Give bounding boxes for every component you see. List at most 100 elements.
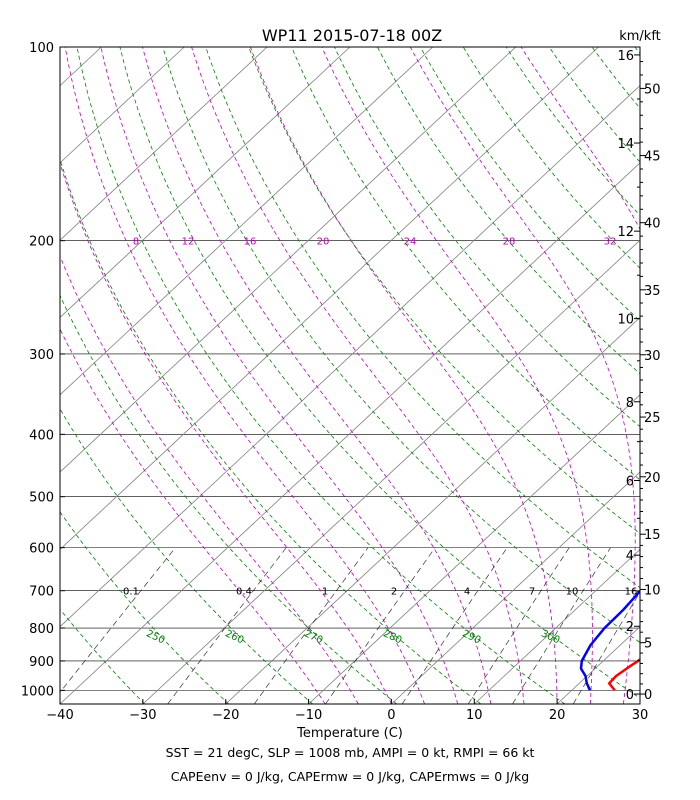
dry-adiabat-line [548,47,640,163]
pressure-tick-label: 300 [29,348,54,363]
dry-adiabat-line [60,608,145,704]
x-tick-label: −40 [46,708,73,723]
km-tick-label: 6 [626,474,634,489]
x-tick-label: 20 [549,708,566,723]
moist-adiabat-line [142,47,492,704]
mixing-ratio-label: 4 [464,587,470,598]
dry-adiabat-line [119,47,640,699]
pressure-tick-label: 600 [29,542,54,557]
x-axis-title: Temperature (C) [296,726,403,741]
moist-adiabat-line [191,47,525,704]
dry-adiabat-line [505,47,640,216]
moist-adiabat-label: 20 [317,237,330,248]
dry-adiabat-label: 300 [539,628,561,646]
moist-adiabat-line [100,47,459,704]
moist-adiabat-label: 12 [182,237,195,248]
moist-adiabat-label: 32 [604,237,617,248]
isotherm-line [142,239,640,704]
km-tick-label: 8 [626,396,634,411]
kft-tick-label: 25 [644,411,661,426]
isotherm-line [308,394,640,704]
x-tick-label: −30 [129,708,156,723]
isotherm-line [60,85,640,628]
dry-adiabat-line [60,294,397,704]
x-tick-label: −10 [295,708,322,723]
kft-tick-label: 20 [644,471,661,486]
right-axis-label: km/kft [619,29,661,44]
kft-tick-label: 10 [644,583,661,598]
kft-tick-label: 50 [644,82,661,97]
isotherm-line [60,162,640,704]
x-tick-label: 10 [466,708,483,723]
mixing-ratio-label: 2 [391,587,397,598]
kft-tick-label: 5 [644,637,652,652]
dry-adiabat-line [60,158,482,704]
isotherm-line [60,47,268,241]
dry-adiabat-line [334,47,640,428]
dewpoint-line [579,589,640,691]
dry-adiabat-label: 280 [381,628,403,646]
pressure-tick-label: 900 [29,655,54,670]
moist-adiabat-line [60,255,359,704]
mixing-ratio-label: 1 [322,587,328,598]
x-tick-label: 0 [387,708,395,723]
mixing-ratio-line [572,591,640,704]
x-tick-label: −20 [212,708,239,723]
mixing-ratio-line [467,547,570,704]
mixing-ratio-label: 10 [566,587,579,598]
moist-adiabat-label: 8 [133,237,139,248]
dry-adiabat-line [60,511,229,704]
pressure-tick-label: 100 [29,41,54,56]
moist-adiabat-label: 16 [244,237,257,248]
mixing-ratio-line [60,547,176,693]
dry-adiabat-label: 260 [223,628,245,646]
dry-adiabat-label: 290 [460,628,482,646]
pressure-tick-label: 700 [29,585,54,600]
dry-adiabat-line [634,47,640,55]
kft-tick-label: 30 [644,349,661,364]
background-grid [0,47,700,704]
dry-adiabat-line [678,47,700,704]
dry-adiabat-line [76,47,566,704]
mixing-ratio-label: 16 [625,587,638,598]
km-tick-label: 0 [626,688,634,703]
dry-adiabat-line [60,702,61,704]
pressure-tick-label: 200 [29,235,54,250]
footer-line-2: CAPEenv = 0 J/kg, CAPErmw = 0 J/kg, CAPE… [171,769,529,784]
pressure-tick-label: 400 [29,428,54,443]
moist-adiabat-label: 24 [404,237,417,248]
x-tick-label: 30 [632,708,649,723]
moist-adiabat-line [321,47,593,704]
isotherm-line [60,47,599,550]
mixing-ratio-label: 0.1 [123,587,139,598]
km-tick-label: 12 [617,225,634,240]
isotherm-line [639,703,640,704]
moist-adiabat-line [60,161,392,704]
dry-adiabat-line [419,47,640,322]
mixing-ratio-label: 0.4 [236,587,252,598]
pressure-tick-label: 1000 [21,684,54,699]
km-tick-label: 10 [617,313,634,328]
kft-tick-label: 0 [644,688,652,703]
isotherm-line [60,47,102,87]
dry-adiabat-line [591,47,640,109]
chart-title: WP11 2015-07-18 00Z [262,26,442,45]
isotherm-line [391,471,640,704]
km-tick-label: 4 [626,549,634,564]
pressure-tick-label: 800 [29,622,54,637]
km-tick-label: 16 [617,49,634,64]
mixing-ratio-line [325,547,436,704]
temperature-line [607,657,640,692]
mixing-ratio-label: 7 [529,587,535,598]
isotherm-line [60,47,516,473]
moist-adiabat-line [60,328,326,704]
dry-adiabat-line [162,47,640,643]
isotherm-line [0,47,19,704]
axis-ticks: −40 −30 −20 −10 0 10 20 30100200300400500600700… [21,41,661,723]
moist-adiabat-line [409,47,636,704]
km-tick-label: 2 [626,620,634,635]
km-tick-label: 14 [617,137,634,152]
kft-tick-label: 45 [644,150,661,165]
